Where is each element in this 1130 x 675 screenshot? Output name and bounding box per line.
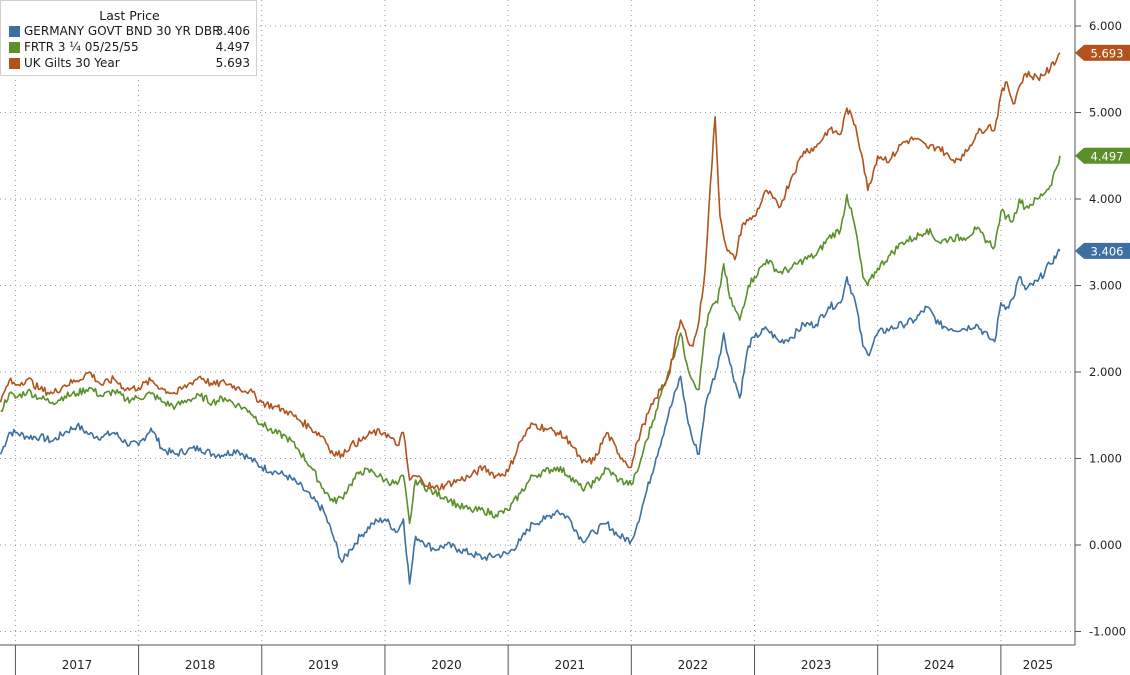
series-lines bbox=[0, 52, 1061, 585]
legend-value-uk: 5.693 bbox=[215, 56, 250, 70]
legend-swatch-uk bbox=[9, 58, 20, 69]
x-axis: 2017 2018 2019 2020 2021 2022 2023 2024 2025 bbox=[0, 644, 1075, 675]
grid-lines bbox=[0, 0, 1075, 645]
last-price-labels: 3.406 4.497 5.693 bbox=[1075, 44, 1130, 259]
legend-swatch-germany bbox=[9, 26, 20, 37]
last-price-bg-2 bbox=[1084, 44, 1130, 61]
ytick-label: 4.000 bbox=[1089, 192, 1122, 206]
legend-name-france: FRTR 3 ¼ 05/25/55 bbox=[24, 40, 139, 54]
legend-value-germany: 3.406 bbox=[215, 24, 250, 38]
xtick-label: 2024 bbox=[924, 658, 955, 672]
legend-swatch-france bbox=[9, 42, 20, 53]
xtick-label: 2018 bbox=[185, 658, 216, 672]
ytick-label: 3.000 bbox=[1089, 279, 1122, 293]
legend-header: Last Price bbox=[99, 8, 160, 23]
legend-name-germany: GERMANY GOVT BND 30 YR DBR bbox=[24, 24, 221, 38]
last-price-pointer-0 bbox=[1075, 242, 1084, 259]
last-price-pointer-1 bbox=[1075, 147, 1084, 164]
xtick-label: 2020 bbox=[431, 658, 462, 672]
last-price-pointer-2 bbox=[1075, 44, 1084, 61]
last-price-bg-1 bbox=[1084, 147, 1130, 164]
ytick-label: 0.000 bbox=[1089, 538, 1122, 552]
legend-value-france: 4.497 bbox=[215, 40, 250, 54]
legend-entry-uk: UK Gilts 30 Year 5.693 bbox=[9, 56, 254, 72]
xtick-label: 2022 bbox=[678, 658, 709, 672]
series-line-0 bbox=[0, 248, 1061, 585]
y-axis: 6.000 5.000 4.000 3.000 2.000 1.000 0.000 -1.00… bbox=[1074, 0, 1126, 645]
ytick-label: 1.000 bbox=[1089, 452, 1122, 466]
xtick-label: 2017 bbox=[62, 658, 93, 672]
last-price-label-2: 5.693 bbox=[1091, 46, 1124, 60]
ytick-label: 6.000 bbox=[1089, 19, 1122, 33]
legend-entry-germany: GERMANY GOVT BND 30 YR DBR 3.406 bbox=[9, 24, 254, 40]
last-price-label-1: 4.497 bbox=[1091, 149, 1124, 163]
legend-entry-france: FRTR 3 ¼ 05/25/55 4.497 bbox=[9, 40, 254, 56]
last-price-bg-0 bbox=[1084, 242, 1130, 259]
xtick-label: 2019 bbox=[308, 658, 339, 672]
ytick-label: 5.000 bbox=[1089, 106, 1122, 120]
ytick-label: 2.000 bbox=[1089, 365, 1122, 379]
legend-name-uk: UK Gilts 30 Year bbox=[24, 56, 120, 70]
series-line-2 bbox=[0, 52, 1061, 491]
xtick-label: 2025 bbox=[1023, 658, 1054, 672]
series-line-1 bbox=[0, 155, 1061, 525]
xtick-label: 2021 bbox=[554, 658, 585, 672]
ytick-label: -1.000 bbox=[1089, 625, 1126, 639]
xtick-label: 2023 bbox=[801, 658, 832, 672]
last-price-label-0: 3.406 bbox=[1091, 244, 1124, 258]
legend: Last Price GERMANY GOVT BND 30 YR DBR 3.… bbox=[0, 0, 257, 76]
